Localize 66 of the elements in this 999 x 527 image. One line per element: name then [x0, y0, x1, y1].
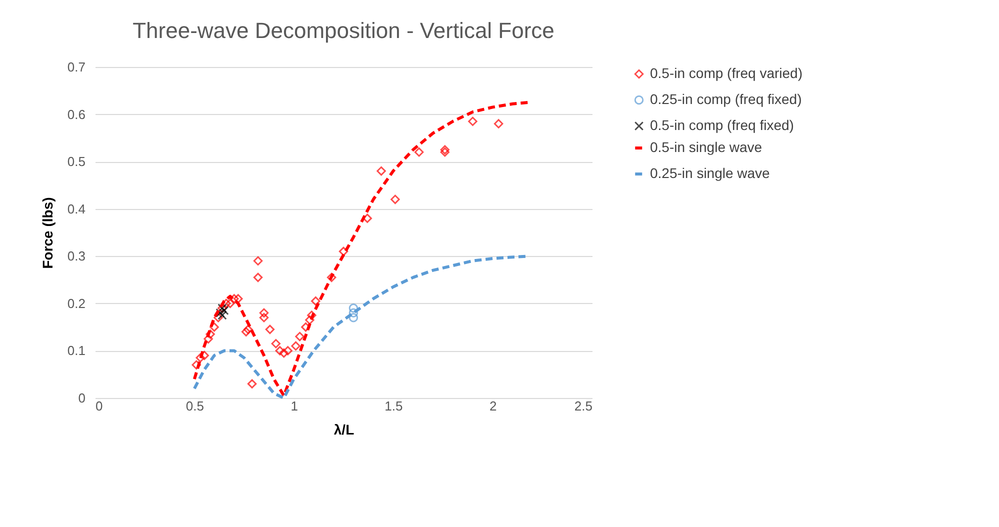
point	[259, 308, 269, 318]
y-tick-label: 0.2	[67, 296, 86, 311]
point	[253, 272, 263, 282]
point	[283, 346, 292, 356]
point	[348, 304, 358, 313]
point	[275, 346, 285, 356]
point	[214, 312, 223, 322]
point	[253, 256, 263, 266]
legend-label: 0.25-in comp (freq fixed)	[650, 91, 802, 107]
x-axis-title: λ/L	[334, 422, 355, 438]
point	[216, 308, 225, 318]
point	[305, 315, 314, 325]
point	[468, 116, 478, 126]
x-tick-label: 1	[290, 398, 298, 414]
legend-label: 0.5-in comp (freq fixed)	[650, 117, 794, 133]
y-tick-label: 0.6	[67, 106, 86, 122]
point	[338, 246, 348, 256]
point	[196, 353, 205, 362]
point	[192, 360, 202, 370]
point	[234, 294, 243, 304]
x-tick-label: 0.5	[186, 398, 204, 414]
point	[348, 308, 358, 318]
point	[311, 296, 320, 306]
y-axis-title: Force (lbs)	[39, 197, 56, 269]
x-tick-label: 2.5	[574, 398, 592, 414]
point	[291, 341, 300, 351]
point	[218, 310, 227, 320]
point	[210, 322, 219, 332]
point	[390, 194, 400, 204]
y-tick-label: 0.7	[67, 60, 86, 74]
legend-label: 0.5-in comp (freq varied)	[650, 65, 803, 81]
point	[440, 147, 450, 157]
x-tick-label: 1.5	[384, 398, 403, 414]
point	[247, 379, 257, 388]
point	[295, 332, 304, 342]
point	[265, 324, 275, 334]
x-tick-label: 2	[489, 398, 497, 414]
y-tick-label: 0.5	[67, 154, 86, 170]
point	[204, 334, 213, 344]
legend-label: 0.5-in single wave	[650, 139, 762, 155]
y-tick-label: 0.4	[67, 201, 86, 216]
point	[279, 348, 288, 358]
point	[348, 313, 358, 322]
point	[440, 145, 450, 154]
point	[307, 310, 316, 320]
point	[206, 330, 215, 339]
point	[243, 324, 253, 334]
point	[494, 119, 504, 128]
point	[241, 327, 251, 336]
y-tick-label: 0.3	[67, 248, 86, 264]
line-series	[192, 100, 530, 398]
point	[301, 322, 310, 332]
point	[326, 272, 336, 282]
point	[271, 339, 281, 348]
point	[226, 298, 235, 308]
point	[230, 294, 239, 304]
point	[376, 166, 386, 176]
y-tick-label: 0.1	[67, 343, 86, 358]
point	[259, 312, 269, 322]
point	[222, 298, 231, 308]
x-tick-label: 0	[96, 398, 103, 414]
point	[200, 350, 209, 360]
point	[414, 147, 424, 157]
point	[220, 306, 229, 316]
chart-title: Three-wave Decomposition - Vertical Force	[132, 18, 554, 43]
legend-label: 0.25-in single wave	[650, 165, 770, 181]
